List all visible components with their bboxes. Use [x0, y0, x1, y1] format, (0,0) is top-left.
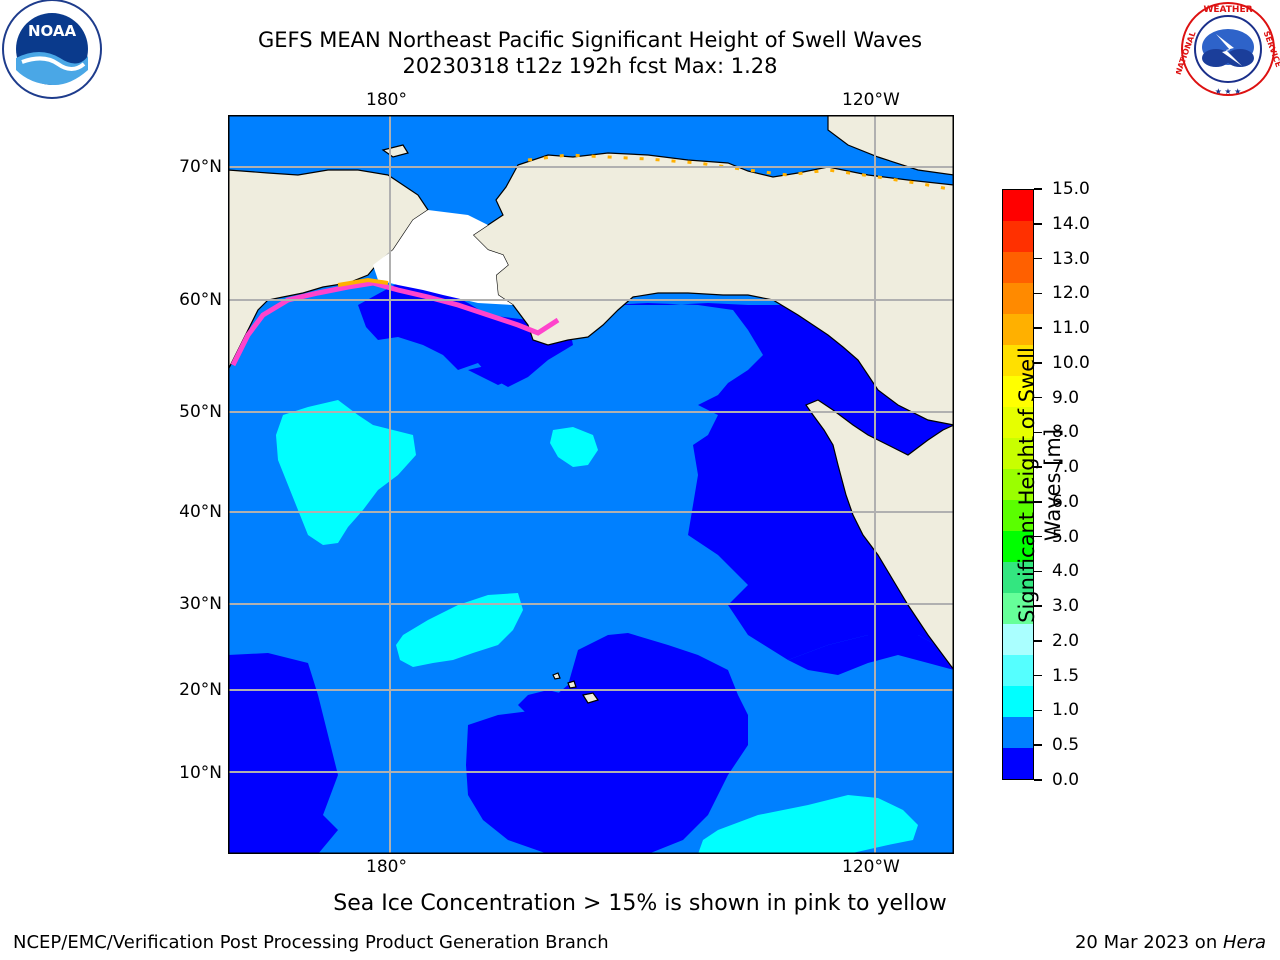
- graticule: [228, 115, 954, 854]
- colorbar-tick-mark: [1034, 188, 1042, 190]
- svg-text:★ ★ ★: ★ ★ ★: [1215, 87, 1242, 96]
- lat-label-20n: 20°N: [179, 680, 222, 700]
- colorbar-swatch: [1003, 686, 1033, 717]
- colorbar-tick-mark: [1034, 223, 1042, 225]
- colorbar: [1002, 189, 1034, 780]
- lat-label-30n: 30°N: [179, 594, 222, 614]
- colorbar-tick-label: 9.0: [1052, 387, 1080, 408]
- lon-label-bottom-180: 180°: [366, 857, 407, 877]
- medium-swell-regions: [276, 400, 918, 854]
- svg-text:NOAA: NOAA: [28, 22, 77, 40]
- page-subtitle: 20230318 t12z 192h fcst Max: 1.28: [402, 54, 778, 78]
- colorbar-swatch: [1003, 252, 1033, 283]
- colorbar-tick-mark: [1034, 570, 1042, 573]
- colorbar-label: Significant Height of Swell Waves [m]: [1015, 347, 1065, 623]
- lat-label-10n: 10°N: [179, 763, 222, 783]
- colorbar-swatch: [1003, 221, 1033, 252]
- colorbar-tick-mark: [1034, 292, 1042, 295]
- colorbar-tick-label: 11.0: [1052, 318, 1090, 339]
- colorbar-swatch: [1003, 655, 1033, 686]
- lat-label-40n: 40°N: [179, 502, 222, 522]
- colorbar-tick-label: 7.0: [1052, 457, 1080, 478]
- colorbar-tick-label: 0.0: [1052, 770, 1080, 790]
- page-title: GEFS MEAN Northeast Pacific Significant …: [257, 28, 923, 52]
- map-svg: [227, 114, 955, 854]
- colorbar-tick-label: 1.0: [1052, 700, 1080, 721]
- colorbar-swatch: [1003, 407, 1033, 438]
- colorbar-swatch: [1003, 314, 1033, 345]
- colorbar-tick-mark: [1034, 744, 1042, 746]
- nws-logo: WEATHER NATIONAL SERVICE ★ ★ ★: [1174, 0, 1280, 100]
- colorbar-swatch: [1003, 624, 1033, 655]
- colorbar-tick-label: 3.0: [1052, 596, 1080, 617]
- colorbar-swatch: [1003, 748, 1033, 779]
- colorbar-swatch: [1003, 593, 1033, 624]
- colorbar-tick-mark: [1034, 501, 1042, 503]
- colorbar-tick-label: 15.0: [1052, 179, 1090, 199]
- colorbar-tick-label: 1.5: [1052, 665, 1080, 686]
- colorbar-swatch: [1003, 562, 1033, 593]
- low-swell-regions: [228, 283, 954, 854]
- colorbar-tick-mark: [1034, 327, 1042, 329]
- lon-label-top-180: 180°: [366, 90, 407, 110]
- colorbar-tick-mark: [1034, 396, 1042, 399]
- sea-ice-edge: [230, 280, 560, 367]
- colorbar-tick-label: 13.0: [1052, 248, 1090, 269]
- colorbar-tick-mark: [1034, 640, 1042, 642]
- colorbar-tick-mark: [1034, 257, 1042, 260]
- colorbar-swatch: [1003, 717, 1033, 748]
- bering-sea-white: [373, 210, 513, 305]
- map-panel: [227, 114, 955, 854]
- footer-host: Hera: [1222, 932, 1266, 953]
- noaa-logo: NOAA: [0, 0, 104, 100]
- colorbar-tick-label: 12.0: [1052, 283, 1090, 304]
- colorbar-tick-label: 2.0: [1052, 630, 1080, 651]
- colorbar-tick-mark: [1034, 535, 1042, 538]
- colorbar-tick-mark: [1034, 674, 1042, 677]
- colorbar-swatch: [1003, 438, 1033, 469]
- lat-label-50n: 50°N: [179, 402, 222, 422]
- colorbar-tick-label: 5.0: [1052, 526, 1080, 547]
- footer-date: 20 Mar 2023 on: [1074, 932, 1223, 953]
- footer-left: NCEP/EMC/Verification Post Processing Pr…: [13, 932, 609, 953]
- colorbar-swatch: [1003, 345, 1033, 376]
- sea-ice-note: Sea Ice Concentration > 15% is shown in …: [333, 891, 947, 916]
- colorbar-tick-mark: [1034, 779, 1042, 781]
- colorbar-tick-mark: [1034, 605, 1042, 607]
- colorbar-tick-label: 4.0: [1052, 561, 1080, 582]
- footer-right: 20 Mar 2023 on Hera: [1075, 932, 1266, 954]
- colorbar-tick-mark: [1034, 466, 1042, 468]
- colorbar-swatch: [1003, 190, 1033, 221]
- colorbar-swatch: [1003, 531, 1033, 562]
- colorbar-tick-mark: [1034, 709, 1042, 712]
- colorbar-tick-mark: [1034, 431, 1042, 434]
- colorbar-swatch: [1003, 469, 1033, 500]
- lon-label-bottom-120w: 120°W: [842, 857, 900, 877]
- colorbar-tick-label: 0.5: [1052, 735, 1080, 756]
- lat-label-60n: 60°N: [179, 290, 222, 310]
- lat-label-70n: 70°N: [179, 157, 222, 177]
- colorbar-swatch: [1003, 283, 1033, 314]
- svg-text:WEATHER: WEATHER: [1203, 5, 1252, 15]
- colorbar-swatch: [1003, 500, 1033, 531]
- colorbar-tick-label: 10.0: [1052, 352, 1090, 373]
- colorbar-tick-label: 8.0: [1052, 422, 1080, 443]
- colorbar-tick-mark: [1034, 362, 1042, 364]
- lon-label-top-120w: 120°W: [842, 90, 900, 110]
- colorbar-tick-label: 14.0: [1052, 213, 1090, 234]
- land-masses: [227, 114, 955, 704]
- colorbar-tick-label: 6.0: [1052, 491, 1080, 512]
- colorbar-swatch: [1003, 376, 1033, 407]
